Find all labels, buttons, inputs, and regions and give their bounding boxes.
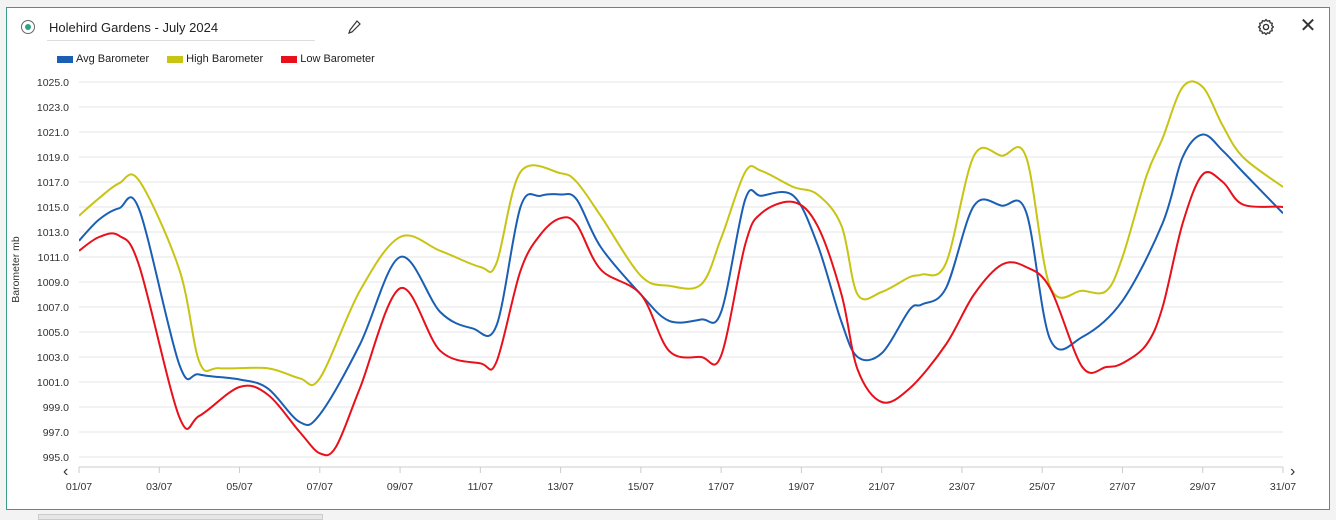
chart-widget: Holehird Gardens - July 2024 ✕ Avg Barom… xyxy=(6,7,1330,510)
x-axis-ticks: 01/07 03/07 05/07 07/07 09/07 11/07 13/07 15/07… xyxy=(66,466,1296,493)
pencil-icon[interactable] xyxy=(346,19,362,35)
y-axis-ticks: 1025.0 1023.0 1021.0 1019.0 1017.0 1015.0 1013… xyxy=(37,77,69,464)
chart-legend: Avg Barometer High Barometer Low Baromet… xyxy=(57,51,375,67)
horizontal-scrollbar[interactable] xyxy=(38,514,323,520)
y-tick-label: 1025.0 xyxy=(37,77,69,89)
radio-dot-icon[interactable] xyxy=(21,20,35,34)
y-tick-label: 1011.0 xyxy=(38,252,69,264)
legend-item-high[interactable]: High Barometer xyxy=(167,51,263,67)
y-tick-label: 1005.0 xyxy=(37,327,69,339)
legend-swatch-high xyxy=(167,55,184,63)
x-tick-label: 03/07 xyxy=(146,481,172,493)
x-tick-label: 13/07 xyxy=(547,481,573,493)
y-tick-label: 1019.0 xyxy=(37,152,69,164)
y-tick-label: 1021.0 xyxy=(37,127,69,139)
x-tick-label: 31/07 xyxy=(1270,481,1296,493)
x-tick-label: 25/07 xyxy=(1029,481,1055,493)
x-tick-label: 29/07 xyxy=(1190,481,1216,493)
series-line-low xyxy=(79,171,1283,457)
x-tick-label: 19/07 xyxy=(788,481,814,493)
x-tick-label: 01/07 xyxy=(66,481,92,493)
y-tick-label: 997.0 xyxy=(43,427,69,439)
widget-title-field[interactable]: Holehird Gardens - July 2024 xyxy=(47,17,315,41)
x-tick-label: 17/07 xyxy=(708,481,734,493)
legend-label-low: Low Barometer xyxy=(300,53,375,65)
x-tick-label: 21/07 xyxy=(869,481,895,493)
legend-item-low[interactable]: Low Barometer xyxy=(281,51,375,67)
legend-swatch-low xyxy=(281,55,298,63)
series-line-avg xyxy=(79,133,1283,426)
y-tick-label: 999.0 xyxy=(43,402,69,414)
x-tick-label: 05/07 xyxy=(226,481,252,493)
x-tick-label: 23/07 xyxy=(949,481,975,493)
y-tick-label: 1013.0 xyxy=(37,227,69,239)
x-tick-label: 07/07 xyxy=(307,481,333,493)
x-tick-label: 27/07 xyxy=(1109,481,1135,493)
y-tick-label: 1003.0 xyxy=(37,352,69,364)
gear-icon[interactable] xyxy=(1257,18,1275,36)
y-tick-label: 1009.0 xyxy=(37,277,69,289)
x-tick-label: 15/07 xyxy=(628,481,654,493)
legend-label-high: High Barometer xyxy=(186,53,264,65)
legend-swatch-avg xyxy=(57,55,73,63)
y-tick-label: 1001.0 xyxy=(37,377,69,389)
legend-item-avg[interactable]: Avg Barometer xyxy=(57,51,149,67)
y-tick-label: 1015.0 xyxy=(37,202,69,214)
close-icon[interactable]: ✕ xyxy=(1299,15,1317,37)
chevron-left-icon[interactable]: ‹ xyxy=(63,463,69,480)
series-lines xyxy=(79,80,1283,457)
barometer-line-chart: 1025.0 1023.0 1021.0 1019.0 1017.0 1015.0 1013… xyxy=(10,77,1296,493)
widget-header: Holehird Gardens - July 2024 ✕ xyxy=(7,8,1329,48)
y-tick-label: 1023.0 xyxy=(37,102,69,114)
x-tick-label: 11/07 xyxy=(468,481,494,493)
x-tick-label: 09/07 xyxy=(387,481,413,493)
legend-label-avg: Avg Barometer xyxy=(76,53,150,65)
y-axis-label: Barometer mb xyxy=(10,236,22,303)
grid-lines xyxy=(79,81,1283,458)
y-tick-label: 995.0 xyxy=(43,452,69,464)
y-tick-label: 1017.0 xyxy=(37,177,69,189)
y-tick-label: 1007.0 xyxy=(37,302,69,314)
chevron-right-icon[interactable]: › xyxy=(1290,463,1296,480)
series-line-high xyxy=(79,80,1283,387)
